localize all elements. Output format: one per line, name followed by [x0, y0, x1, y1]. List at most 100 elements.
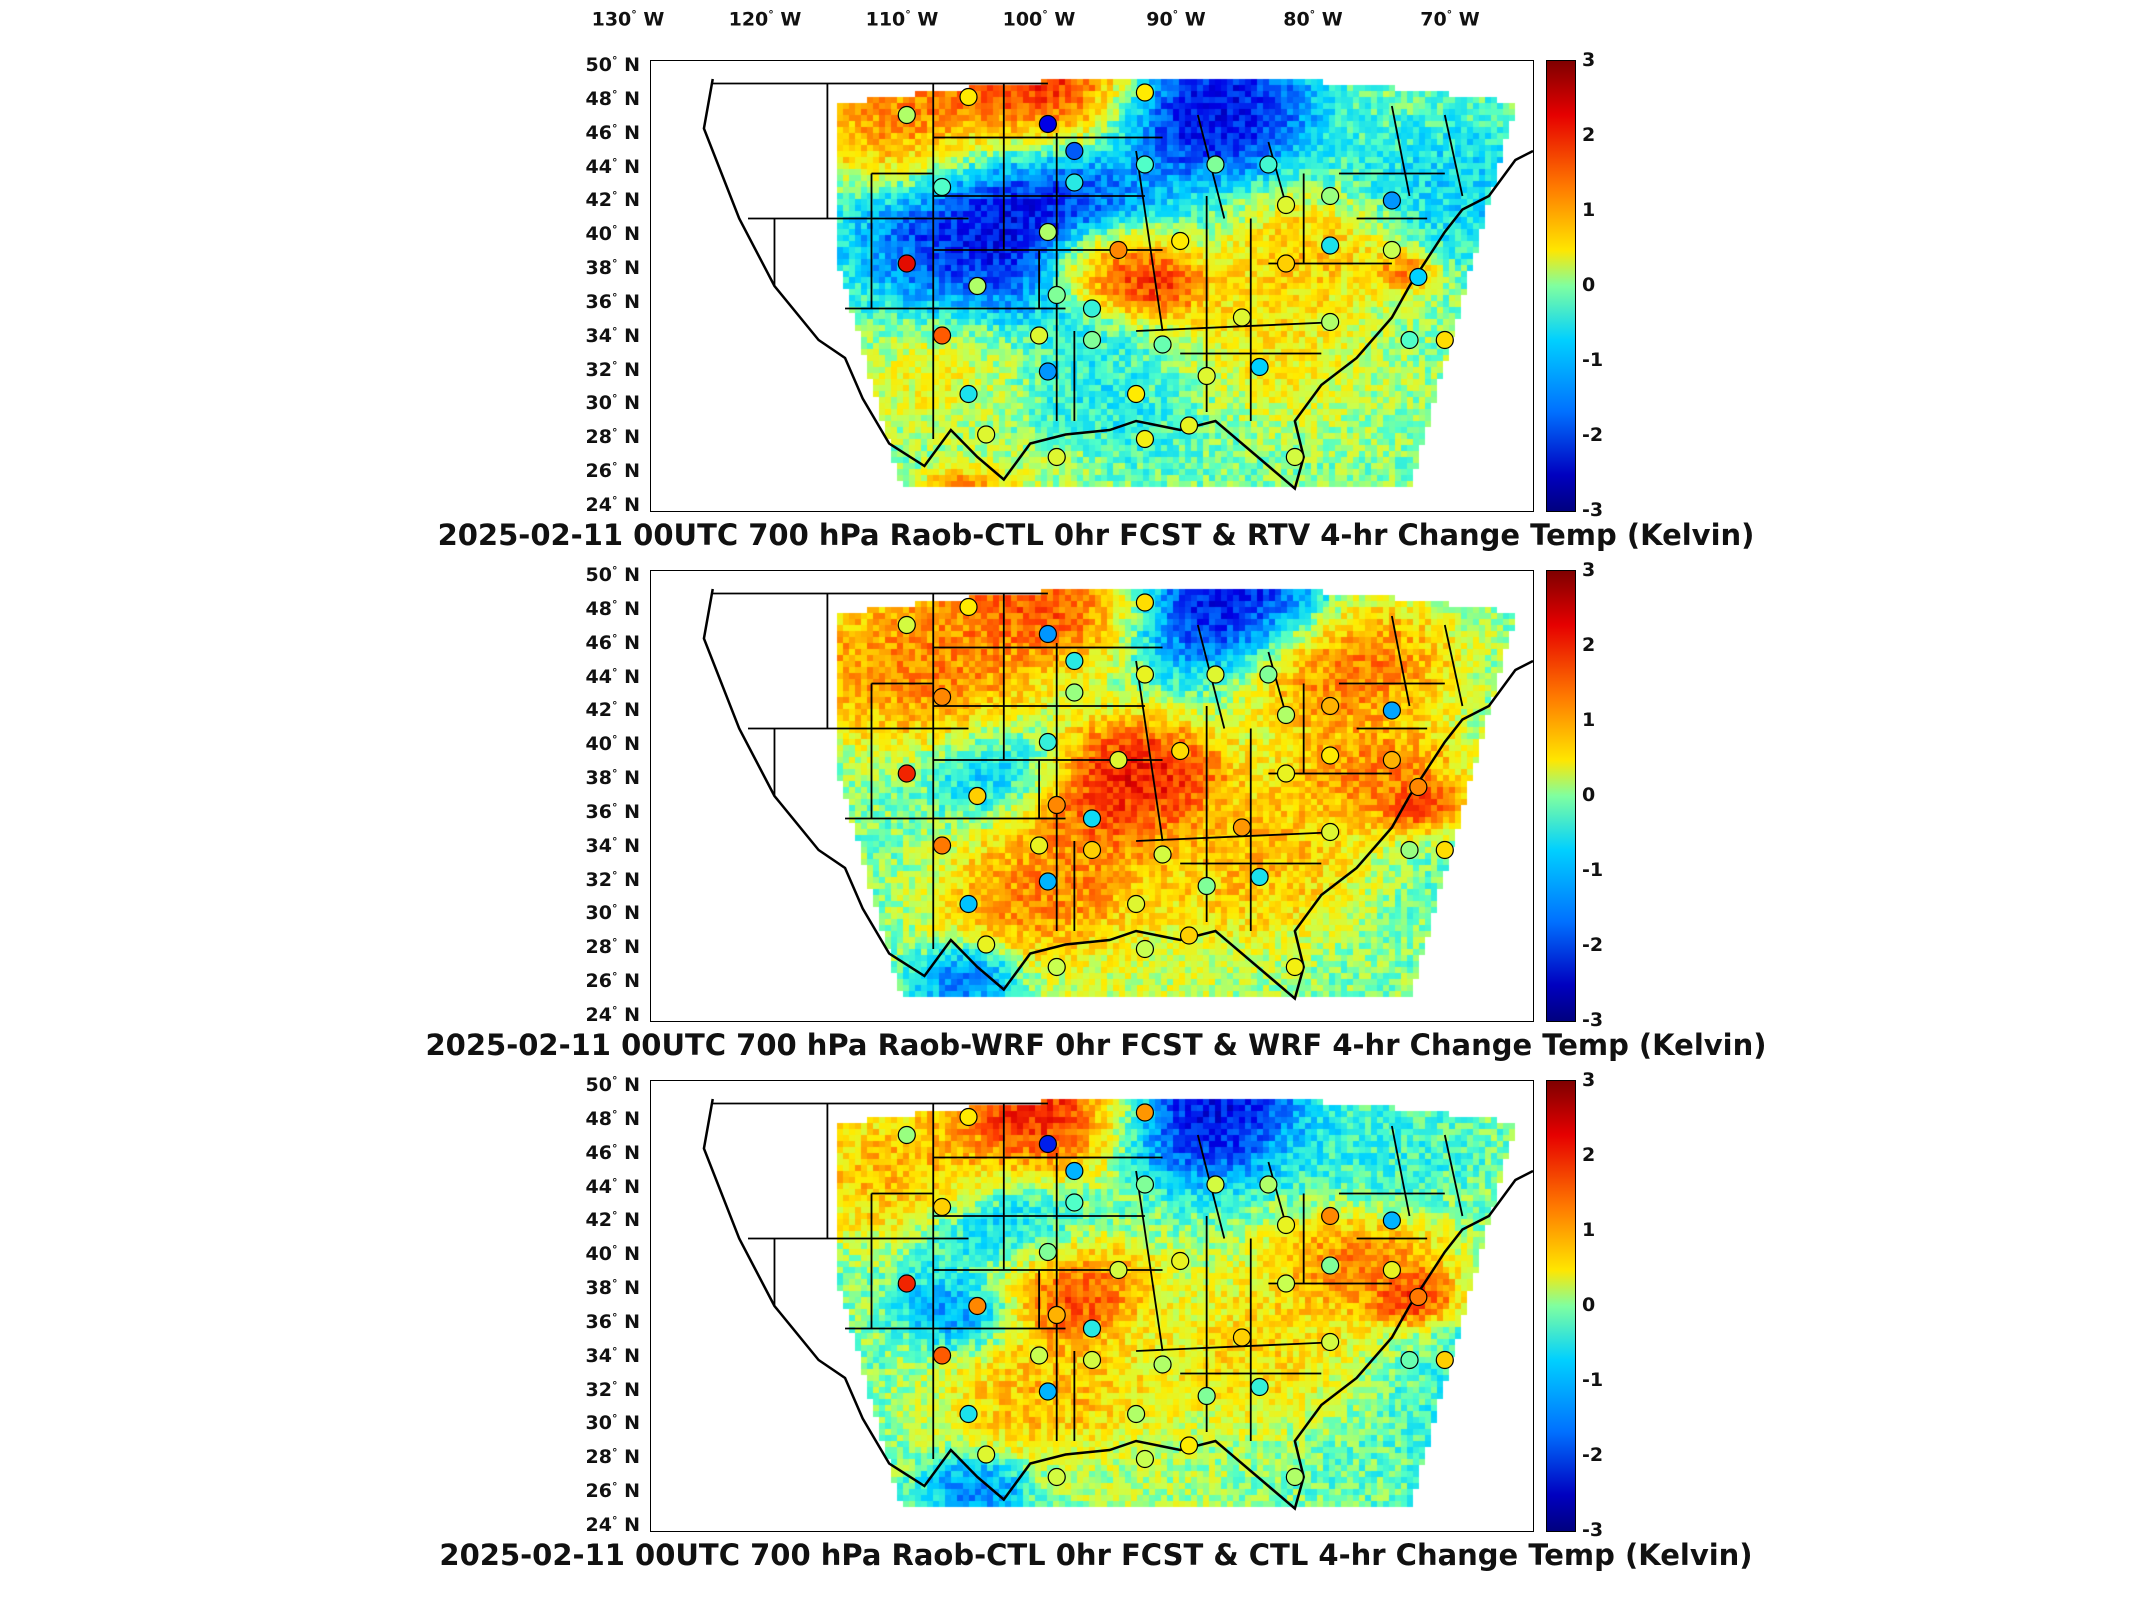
temperature-change-field	[651, 61, 1533, 511]
raob-station-marker	[1435, 330, 1454, 350]
colorbar-tick-label: 1	[1582, 709, 1596, 731]
longitude-axis: 130° W 120° W 110° W 100° W 90° W 80° W 70° W	[0, 0, 2133, 50]
panel-title: 2025-02-11 00UTC 700 hPa Raob-CTL 0hr FC…	[439, 1538, 1753, 1572]
raob-station-marker	[897, 615, 916, 635]
raob-station-marker	[1400, 840, 1419, 860]
raob-station-marker	[1171, 1251, 1190, 1271]
raob-station-marker	[1259, 665, 1278, 684]
colorbar	[1546, 1080, 1576, 1532]
raob-station-marker	[1153, 335, 1172, 354]
latitude-tick-label: 40° N	[585, 223, 640, 246]
colorbar-tick-label: 3	[1582, 559, 1596, 581]
latitude-tick-label: 50° N	[585, 563, 640, 587]
raob-station-marker	[897, 1274, 916, 1293]
colorbar-tick-label: 1	[1582, 1219, 1596, 1241]
raob-station-marker	[1435, 840, 1454, 860]
raob-station-marker	[1232, 1328, 1252, 1347]
latitude-tick-label: 28° N	[585, 1446, 640, 1469]
raob-station-marker	[1038, 1242, 1057, 1262]
raob-station-marker	[1065, 651, 1084, 671]
raob-station-marker	[1285, 957, 1304, 977]
raob-station-marker	[1321, 746, 1340, 765]
raob-station-marker	[1321, 822, 1340, 842]
latitude-tick-label: 38° N	[585, 1276, 640, 1300]
raob-station-marker	[1250, 867, 1269, 887]
latitude-tick-label: 24° N	[585, 1513, 640, 1537]
raob-station-marker	[1082, 299, 1102, 318]
state-border	[1390, 1125, 1411, 1217]
latitude-tick-label: 26° N	[585, 459, 640, 483]
raob-station-marker	[959, 597, 978, 617]
colorbar-tick-label: 0	[1582, 784, 1596, 806]
latitude-tick-label: 30° N	[585, 1412, 640, 1435]
raob-station-marker	[1029, 836, 1049, 855]
colorbar-tick-label: 2	[1582, 634, 1596, 656]
longitude-tick-label: 80° W	[1283, 8, 1343, 31]
raob-station-marker	[1065, 1193, 1084, 1212]
raob-station-marker	[1135, 1103, 1155, 1122]
longitude-tick-label: 90° W	[1146, 8, 1206, 31]
raob-station-marker	[1065, 173, 1084, 192]
raob-station-marker	[959, 894, 978, 914]
state-border	[1443, 1134, 1464, 1217]
raob-station-marker	[977, 1445, 996, 1464]
raob-station-marker	[932, 1346, 952, 1365]
temperature-map	[650, 60, 1534, 512]
raob-station-marker	[1109, 1260, 1128, 1280]
raob-station-marker	[959, 1404, 978, 1424]
latitude-tick-label: 26° N	[585, 969, 640, 993]
latitude-tick-label: 38° N	[585, 256, 640, 280]
coastline	[702, 78, 1533, 491]
raob-station-marker	[1065, 141, 1084, 161]
latitude-tick-label: 44° N	[585, 155, 640, 178]
latitude-tick-label: 36° N	[585, 800, 640, 824]
latitude-tick-label: 34° N	[585, 324, 640, 347]
longitude-tick-label: 120° W	[728, 8, 802, 31]
raob-station-marker	[1029, 1346, 1049, 1365]
state-border	[1267, 651, 1287, 716]
state-border	[1135, 150, 1164, 332]
temperature-map	[650, 570, 1534, 1022]
raob-station-marker	[897, 1125, 916, 1145]
raob-station-marker	[1179, 926, 1199, 945]
raob-station-marker	[1276, 764, 1296, 783]
state-border	[1136, 1341, 1339, 1352]
colorbar	[1546, 60, 1576, 512]
colorbar	[1546, 570, 1576, 1022]
raob-station-marker	[968, 1296, 987, 1316]
raob-station-marker	[1047, 1305, 1066, 1325]
map-overlay	[702, 588, 1533, 1001]
raob-station-marker	[1047, 447, 1066, 467]
raob-station-marker	[1127, 894, 1146, 914]
colorbar-tick-label: -1	[1582, 1369, 1604, 1391]
colorbar-tick-label: 3	[1582, 1069, 1596, 1091]
raob-station-marker	[1321, 1206, 1340, 1226]
raob-station-marker	[1038, 624, 1057, 644]
raob-station-marker	[1065, 1161, 1084, 1181]
raob-station-marker	[1135, 83, 1155, 102]
raob-station-marker	[959, 87, 978, 107]
latitude-tick-label: 32° N	[585, 1378, 640, 1401]
latitude-tick-label: 26° N	[585, 1479, 640, 1503]
temperature-change-field	[651, 1081, 1533, 1531]
latitude-tick-label: 28° N	[585, 426, 640, 449]
raob-station-marker	[932, 326, 952, 345]
colorbar-tick-label: -1	[1582, 859, 1604, 881]
raob-station-marker	[1153, 1355, 1172, 1374]
raob-station-marker	[1038, 362, 1057, 381]
raob-station-marker	[1197, 366, 1216, 386]
map-panel: 50° N 48° N 46° N 44° N 42° N 40° N 38° N 36° N…	[0, 0, 2133, 552]
raob-station-marker	[1135, 429, 1155, 449]
raob-station-marker	[1259, 1175, 1278, 1194]
raob-station-marker	[932, 687, 952, 707]
raob-station-marker	[1082, 840, 1102, 860]
raob-station-marker	[1038, 114, 1057, 134]
latitude-tick-label: 34° N	[585, 834, 640, 857]
raob-station-marker	[1082, 1319, 1102, 1338]
raob-station-marker	[1082, 809, 1102, 828]
latitude-tick-label: 50° N	[585, 1073, 640, 1097]
latitude-tick-label: 36° N	[585, 290, 640, 314]
latitude-tick-label: 50° N	[585, 53, 640, 77]
raob-station-marker	[1135, 665, 1155, 684]
raob-station-marker	[1382, 701, 1401, 720]
